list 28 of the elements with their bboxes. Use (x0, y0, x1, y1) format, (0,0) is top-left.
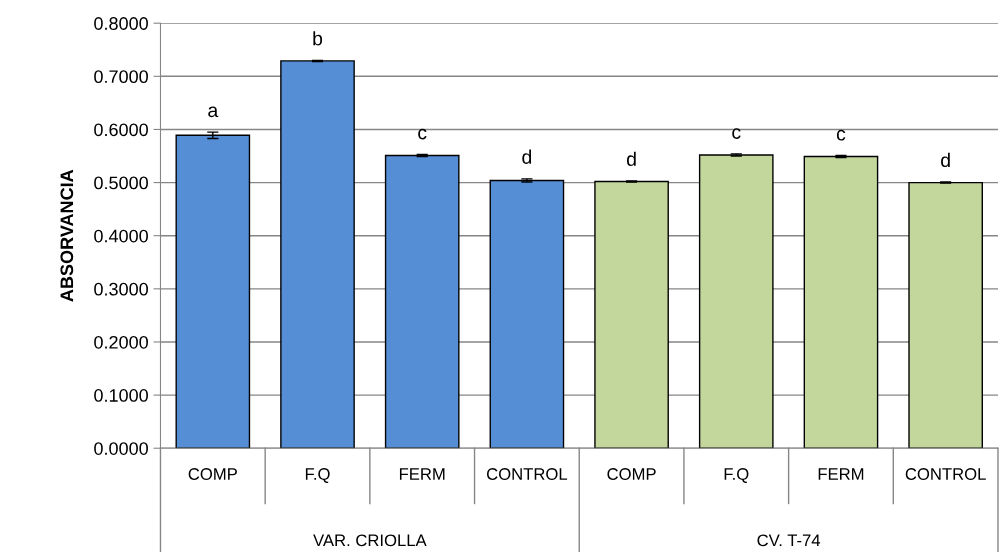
x-tick-label: F.Q (724, 468, 749, 483)
data-label: d (626, 151, 636, 167)
y-tick-label: 0.1000 (94, 389, 148, 402)
y-tick-label: 0.3000 (94, 282, 148, 296)
x-tick-label: COMP (188, 468, 237, 480)
x-tick-label: FERM (399, 468, 445, 480)
text: VAR. CRIOLLA (313, 534, 427, 547)
x-tick-label: CONTROL (486, 468, 568, 480)
y-tick-label: 0.0000 (94, 442, 148, 455)
x-tick-label: F.Q (305, 468, 330, 483)
y-tick-label: 0.4000 (94, 229, 148, 243)
y-axis-title: ABSORVANCIA (60, 169, 74, 302)
data-label: c (836, 129, 846, 141)
y-tick-label: 0.6000 (94, 123, 148, 137)
data-label: d (522, 149, 532, 164)
x-tick-label: CONTROL (905, 468, 986, 480)
data-label: b (313, 31, 323, 46)
x-tick-label: FERM (818, 468, 864, 480)
data-label: a (208, 106, 219, 118)
y-tick-label: 0.7000 (94, 70, 148, 84)
y-tick-label: 0.2000 (94, 335, 148, 349)
y-tick-label: 0.8000 (94, 17, 148, 30)
x-tick-label: COMP (607, 468, 656, 480)
data-label: d (941, 152, 950, 168)
text: CV. T-74 (757, 534, 821, 547)
data-label: c (418, 128, 427, 140)
data-label: c (732, 128, 741, 139)
y-tick-label: 0.5000 (94, 176, 148, 190)
